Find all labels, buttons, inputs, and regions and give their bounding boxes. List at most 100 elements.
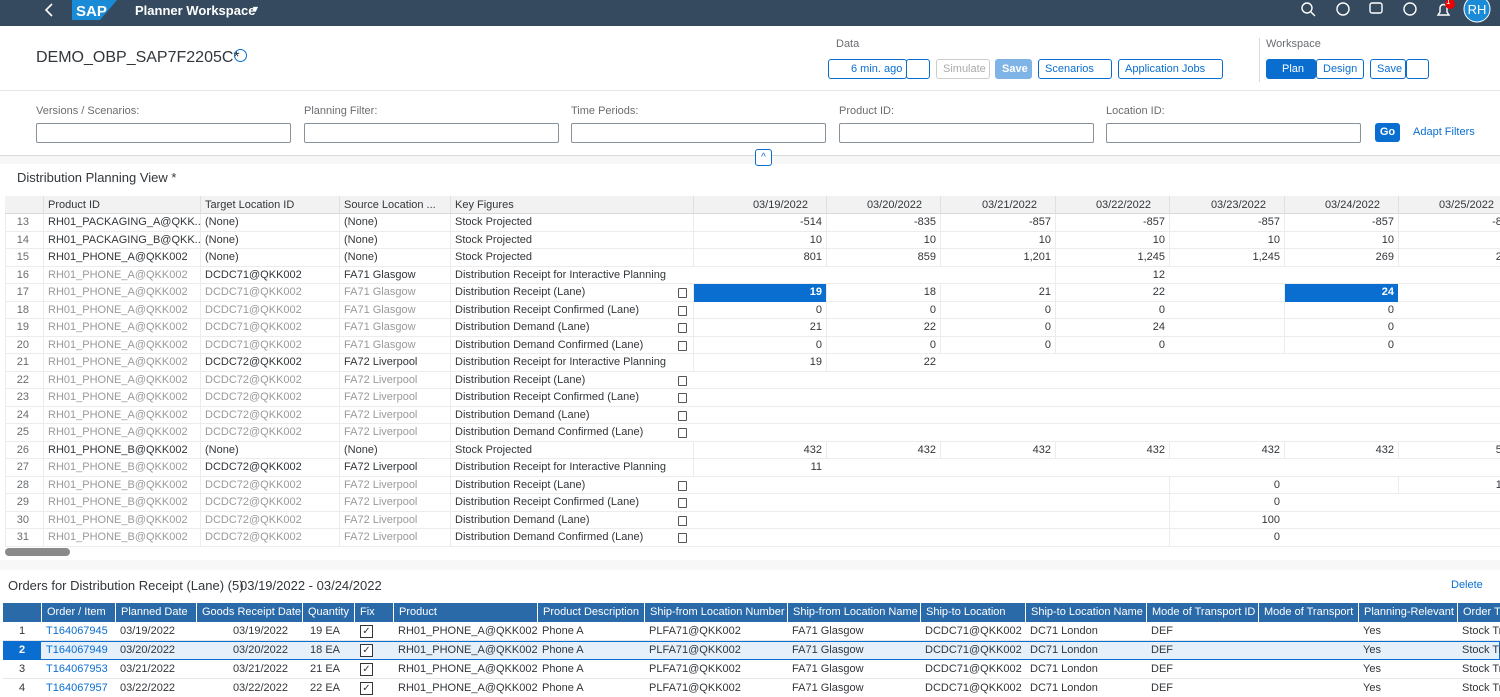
fix-checkbox[interactable]: ✓ (360, 644, 373, 657)
key-figure: Distribution Demand Confirmed (Lane) (450, 529, 693, 547)
orders-cell: 3 (3, 660, 41, 679)
date-header[interactable]: 03/23/2022 (1169, 196, 1284, 214)
orders-column-header[interactable]: Product (393, 603, 537, 622)
orders-column-header[interactable]: Product Description (537, 603, 644, 622)
date-header[interactable]: 03/25/2022 (1398, 196, 1500, 214)
target-location: DCDC71@QKK002 (200, 267, 339, 285)
detail-icon[interactable] (678, 288, 687, 298)
filter-input[interactable] (36, 123, 291, 143)
filter-input[interactable] (304, 123, 559, 143)
row-number: 14 (5, 232, 43, 250)
scenarios-button[interactable]: Scenarios (1038, 59, 1112, 79)
orders-cell: DCDC71@QKK002 (920, 660, 1025, 679)
workspace-save-button[interactable]: Save (1370, 59, 1406, 79)
orders-column-header[interactable]: Ship-from Location Name (787, 603, 920, 622)
filter-input[interactable] (839, 123, 1094, 143)
refresh-menu[interactable] (906, 59, 930, 79)
value-cell: 432 (1284, 442, 1398, 460)
app-title[interactable]: Planner Workspace (135, 3, 255, 18)
column-header[interactable]: Source Location ... (339, 196, 450, 214)
column-header[interactable]: Product ID (43, 196, 200, 214)
jobs-button[interactable]: Application Jobs (1118, 59, 1223, 79)
product: RH01_PHONE_A@QKK002 (43, 354, 200, 372)
detail-icon[interactable] (678, 376, 687, 386)
filter-input[interactable] (1106, 123, 1361, 143)
orders-column-header[interactable]: Planning-Relevant (1358, 603, 1457, 622)
orders-column-header[interactable]: Ship-to Location (920, 603, 1025, 622)
design-button[interactable]: Design (1316, 59, 1364, 79)
orders-cell: Stock Tr (1457, 679, 1500, 697)
target-location: DCDC72@QKK002 (200, 477, 339, 495)
delete-button[interactable]: Delete (1451, 579, 1483, 591)
orders-column-header[interactable]: Fix (354, 603, 393, 622)
orders-column-header[interactable]: Mode of Transport (1258, 603, 1358, 622)
target-location: DCDC72@QKK002 (200, 529, 339, 547)
detail-icon[interactable] (678, 533, 687, 543)
detail-icon[interactable] (678, 481, 687, 491)
orders-cell[interactable]: T164067957 (41, 679, 115, 697)
column-header[interactable]: Target Location ID (200, 196, 339, 214)
row-number: 18 (5, 302, 43, 320)
orders-cell[interactable]: T164067945 (41, 622, 115, 641)
fix-checkbox[interactable]: ✓ (360, 663, 373, 676)
product: RH01_PHONE_A@QKK002 (43, 389, 200, 407)
date-header[interactable]: 03/24/2022 (1284, 196, 1398, 214)
detail-icon[interactable] (678, 516, 687, 526)
fix-checkbox[interactable]: ✓ (360, 682, 373, 695)
orders-cell: Phone A (537, 641, 644, 660)
collapse-button[interactable]: ^ (755, 149, 772, 166)
scrollbar[interactable] (5, 548, 70, 556)
value-cell: 1,245 (1055, 249, 1169, 267)
orders-cell: PLFA71@QKK002 (644, 679, 787, 697)
target-location: DCDC71@QKK002 (200, 284, 339, 302)
caret: ▼ (251, 4, 260, 14)
source-location: FA71 Glasgow (339, 284, 450, 302)
target-location: DCDC71@QKK002 (200, 302, 339, 320)
orders-column-header[interactable]: Planned Date (115, 603, 196, 622)
filter-input[interactable] (571, 123, 826, 143)
date-header[interactable]: 03/19/2022 (693, 196, 826, 214)
orders-column-header[interactable]: Quantity (302, 603, 354, 622)
date-header[interactable]: 03/21/2022 (940, 196, 1055, 214)
orders-column-header[interactable]: Order / Item (41, 603, 115, 622)
orders-cell: Stock Tr (1457, 641, 1500, 660)
avatar[interactable]: RH (1464, 2, 1490, 17)
detail-icon[interactable] (678, 341, 687, 351)
orders-cell: 03/20/2022 (115, 641, 196, 660)
save-button[interactable]: Save (995, 59, 1032, 79)
orders-column-header[interactable]: Mode of Transport ID (1146, 603, 1258, 622)
go-button[interactable]: Go (1375, 123, 1400, 142)
date-header[interactable]: 03/22/2022 (1055, 196, 1169, 214)
detail-icon[interactable] (678, 306, 687, 316)
detail-icon[interactable] (678, 411, 687, 421)
row-number: 27 (5, 459, 43, 477)
value-cell: 801 (693, 249, 826, 267)
date-header[interactable]: 03/20/2022 (826, 196, 940, 214)
detail-icon[interactable] (678, 393, 687, 403)
orders-cell[interactable]: T164067953 (41, 660, 115, 679)
simulate-button[interactable]: Simulate (936, 59, 990, 79)
orders-column-header[interactable]: Ship-to Location Name (1025, 603, 1146, 622)
source-location: (None) (339, 232, 450, 250)
detail-icon[interactable] (678, 428, 687, 438)
orders-column-header[interactable]: Ship-from Location Number (644, 603, 787, 622)
key-figure: Distribution Demand Confirmed (Lane) (450, 424, 693, 442)
plan-button[interactable]: Plan (1266, 59, 1316, 79)
detail-icon[interactable] (678, 323, 687, 333)
workspace-save-menu[interactable] (1406, 59, 1429, 79)
value-cell: 269 (1284, 249, 1398, 267)
column-header[interactable]: Key Figures (450, 196, 693, 214)
refresh-button[interactable]: 6 min. ago (828, 59, 907, 79)
row-number: 24 (5, 407, 43, 425)
fix-checkbox[interactable]: ✓ (360, 625, 373, 638)
adapt-filters[interactable]: Adapt Filters (1413, 126, 1475, 138)
value-cell: 0 (1169, 477, 1284, 495)
orders-cell[interactable]: T164067949 (41, 641, 115, 660)
orders-cell: RH01_PHONE_A@QKK002 (393, 679, 537, 697)
detail-icon[interactable] (678, 498, 687, 508)
orders-cell: 21 EA (302, 660, 354, 679)
value-cell: -857 (1169, 214, 1284, 232)
orders-cell: RH01_PHONE_A@QKK002 (393, 622, 537, 641)
orders-column-header[interactable]: Order Ty (1457, 603, 1500, 622)
orders-column-header[interactable]: Goods Receipt Date (196, 603, 302, 622)
